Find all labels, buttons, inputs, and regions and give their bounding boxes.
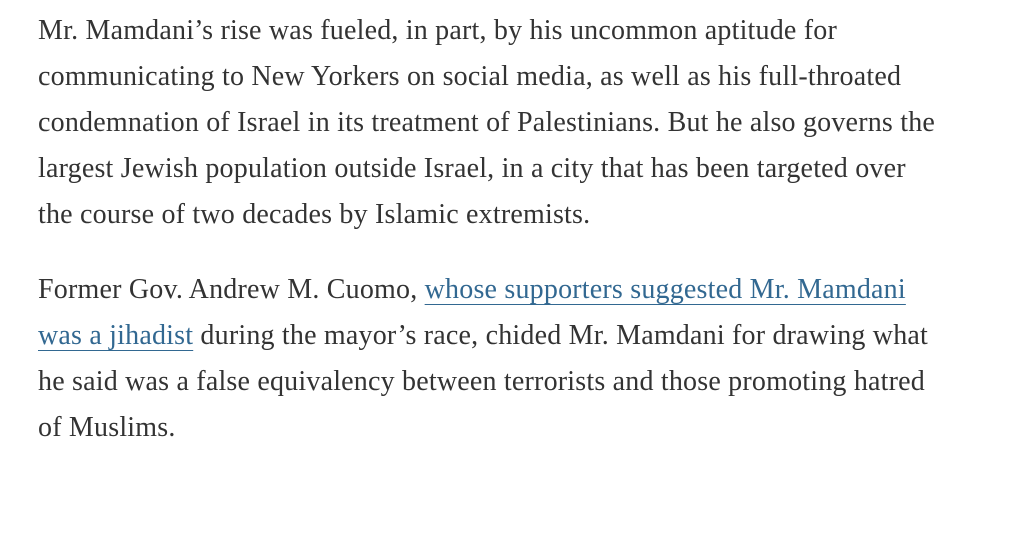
paragraph-text-after-link: during the mayor’s race, chided Mr. Mamd… xyxy=(38,320,929,443)
paragraph-cuomo: Former Gov. Andrew M. Cuomo, whose suppo… xyxy=(38,267,940,451)
paragraph-mamdani-rise: Mr. Mamdani’s rise was fueled, in part, … xyxy=(38,15,936,230)
cuomo-supporters-jihadist-link[interactable]: whose supporters suggested Mr. Mamdani w… xyxy=(38,274,906,351)
paragraph-text-before-link: Former Gov. Andrew M. Cuomo, xyxy=(38,274,425,305)
article-text-block: Mr. Mamdani’s rise was fueled, in part, … xyxy=(38,15,940,451)
